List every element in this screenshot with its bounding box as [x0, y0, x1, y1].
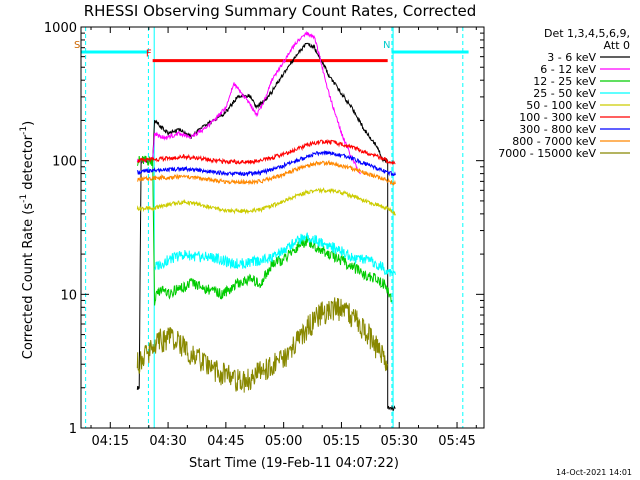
series-line-7	[137, 159, 396, 187]
y-tick-label: 1000	[44, 21, 77, 36]
x-tick-label: 05:00	[265, 434, 302, 449]
x-tick-label: 05:30	[381, 434, 418, 449]
series-line-2	[136, 155, 392, 306]
legend-label-8: 7000 - 15000 keV	[498, 147, 596, 160]
series-line-5	[136, 138, 396, 165]
x-tick-label: 04:30	[149, 434, 186, 449]
timestamp: 14-Oct-2021 14:01	[556, 468, 632, 477]
x-tick-label: 05:45	[438, 434, 475, 449]
x-tick-label: 04:45	[207, 434, 244, 449]
series-line-1	[136, 30, 361, 175]
series-line-6	[136, 149, 396, 178]
legend-header-attenuator: Att 0	[604, 39, 630, 52]
chart-marks	[136, 30, 396, 411]
series-line-4	[136, 187, 396, 216]
series-line-0	[136, 42, 396, 411]
legend-label-3: 25 - 50 keV	[533, 87, 596, 100]
legend-label-1: 6 - 12 keV	[540, 63, 596, 76]
flag-label-n: N	[383, 40, 390, 51]
flag-label-s: S	[74, 40, 80, 51]
legend-label-4: 50 - 100 keV	[526, 99, 596, 112]
axes: 04:15 04:30 04:45 05:00 05:15 05:30 05:45 1 10 10…	[44, 21, 485, 449]
y-tick-label: 100	[52, 155, 77, 170]
legend-label-2: 12 - 25 keV	[533, 75, 596, 88]
x-tick-label: 05:15	[323, 434, 360, 449]
legend-label-5: 100 - 300 keV	[519, 111, 596, 124]
plot-frame	[80, 26, 485, 429]
chart-title: RHESSI Observing Summary Count Rates, Co…	[84, 2, 477, 20]
legend-header-detectors: Det 1,3,4,5,6,9,	[544, 27, 630, 40]
legend-label-7: 800 - 7000 keV	[512, 135, 596, 148]
series-line-3	[154, 232, 396, 277]
x-tick-label: 04:15	[92, 434, 129, 449]
legend-label-0: 3 - 6 keV	[547, 51, 596, 64]
plot-area: S NF	[74, 27, 469, 428]
y-tick-label: 10	[60, 288, 77, 303]
flag-label-f: F	[146, 49, 152, 60]
y-tick-label: 1	[69, 422, 77, 437]
legend-label-6: 300 - 800 keV	[519, 123, 596, 136]
y-axis-label: Corrected Count Rate (s-1 detector-1)	[19, 121, 36, 359]
series-line-8	[136, 297, 389, 393]
x-axis-label: Start Time (19-Feb-11 04:07:22)	[189, 456, 399, 471]
